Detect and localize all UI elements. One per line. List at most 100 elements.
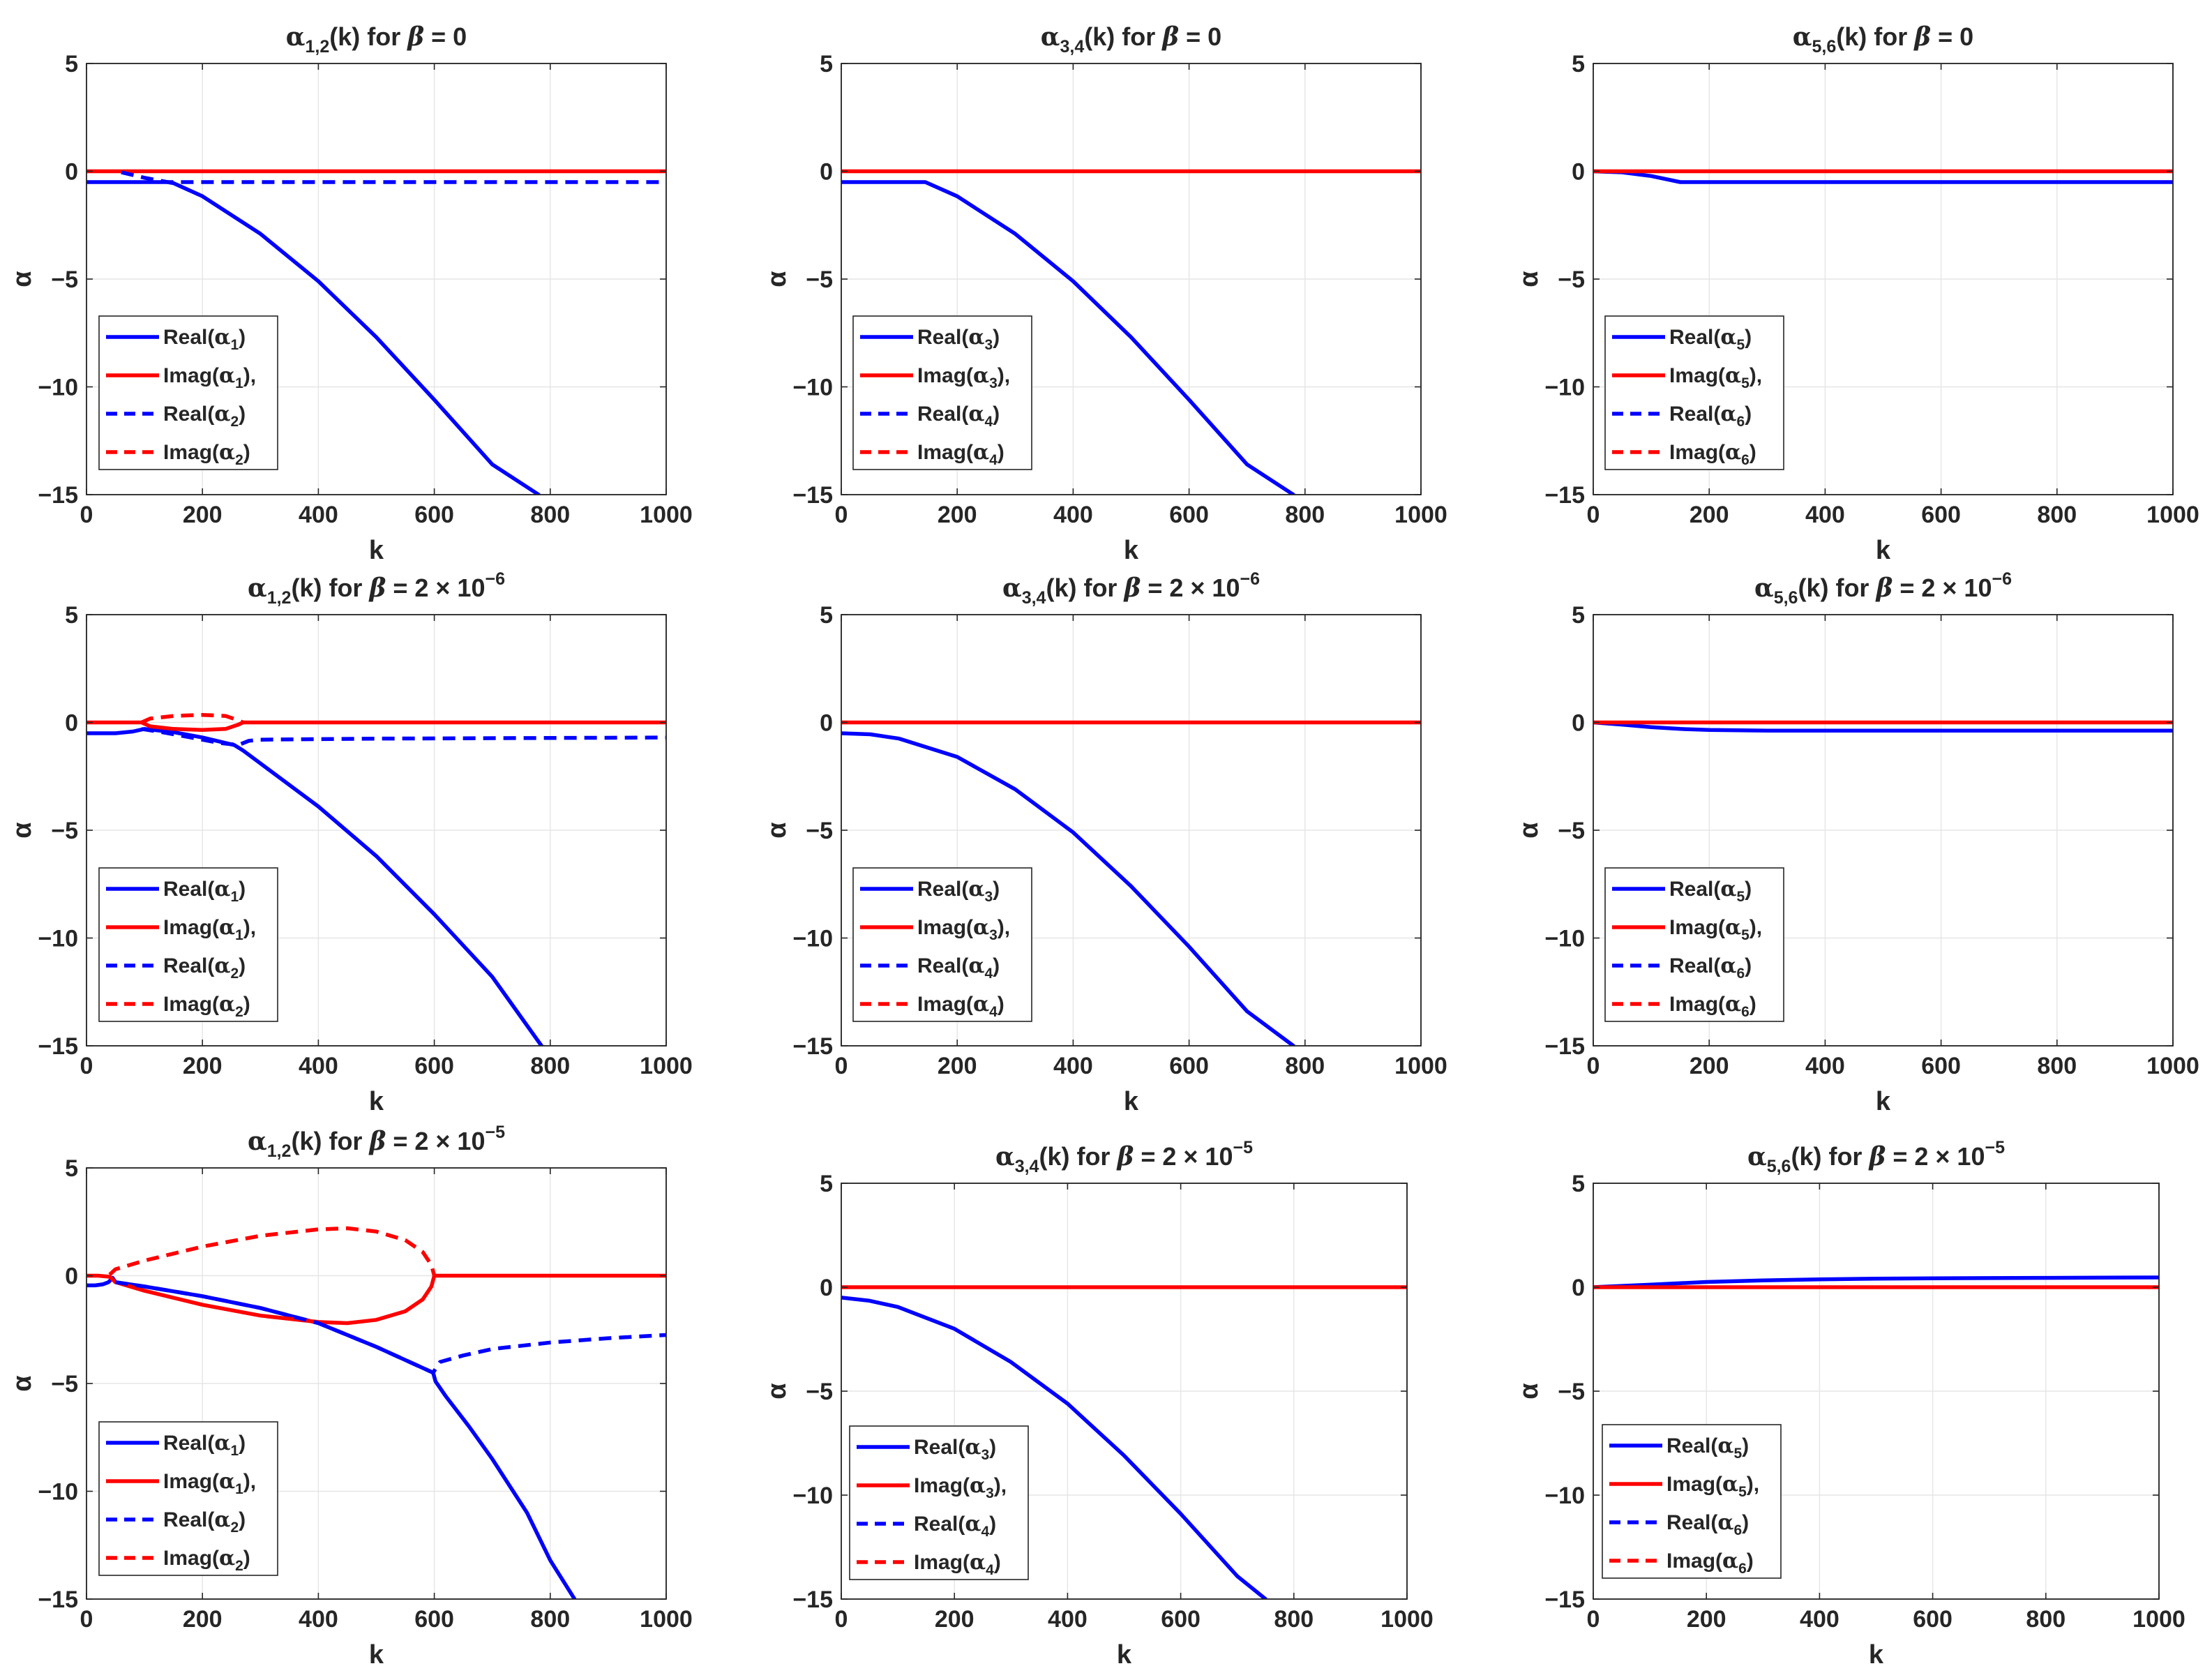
x-tick-label: 400 xyxy=(299,502,338,528)
title-subscript: 5,6 xyxy=(1812,37,1836,57)
series-line-5-real xyxy=(1593,720,2173,733)
legend-entry-subscript: 6 xyxy=(1736,414,1745,430)
x-tick-label: 0 xyxy=(835,1606,848,1633)
series-line-5-real xyxy=(1593,1275,2159,1289)
legend-entry-greek: α xyxy=(1720,402,1736,426)
series-group xyxy=(1593,1275,2159,1289)
legend-entry-suffix: ) xyxy=(243,441,250,464)
y-tick-label: 5 xyxy=(1572,51,1585,77)
legend-entry-prefix: Imag( xyxy=(914,1551,970,1574)
y-tick-label: 0 xyxy=(65,1263,78,1290)
series-group xyxy=(86,169,666,495)
series-line-1-real xyxy=(86,727,544,1046)
legend-entry-suffix: ) xyxy=(1742,1511,1749,1534)
legend-entry-suffix: ) xyxy=(1742,1434,1749,1457)
title-exponent: −5 xyxy=(485,1123,505,1142)
y-tick-label: −5 xyxy=(51,818,78,844)
legend-entry-subscript: 3 xyxy=(984,337,993,353)
legend-entry-prefix: Imag( xyxy=(917,993,973,1016)
legend-entry-subscript: 1 xyxy=(230,1443,239,1459)
legend-entry-greek: α xyxy=(1722,1472,1738,1497)
y-tick-label: 5 xyxy=(820,51,833,77)
title-value: = 0 xyxy=(424,22,467,51)
legend-entry-subscript: 3 xyxy=(984,889,993,905)
series-line-2-real xyxy=(115,1280,666,1375)
legend-entry-greek: α xyxy=(1725,992,1741,1017)
y-tick-label: 5 xyxy=(820,602,833,629)
x-tick-label: 0 xyxy=(1587,502,1600,528)
legend-entry-prefix: Real( xyxy=(914,1436,965,1459)
title-parameter: β xyxy=(368,1127,386,1156)
series-line-3-real xyxy=(841,1296,1268,1599)
y-axis-label: α xyxy=(8,271,37,287)
legend-entry-suffix: ), xyxy=(1750,916,1762,939)
x-axis-label: k xyxy=(1124,536,1139,565)
legend-entry: Imag(α2) xyxy=(163,440,250,468)
legend-entry: Real(α3) xyxy=(917,877,1000,905)
legend-entry-greek: α xyxy=(973,915,989,940)
y-tick-label: −10 xyxy=(792,926,833,952)
x-axis-label: k xyxy=(1869,1640,1884,1670)
legend-entry: Real(α3) xyxy=(917,325,1000,353)
title-main: (k) for xyxy=(291,1127,369,1155)
legend-entry-greek: α xyxy=(1720,325,1736,350)
title-value: = 0 xyxy=(1931,22,1973,51)
series-group xyxy=(1593,720,2173,733)
legend-entry-prefix: Imag( xyxy=(163,1547,219,1570)
legend-entry-subscript: 4 xyxy=(986,1562,994,1578)
title-main: (k) for xyxy=(1084,22,1162,51)
legend-entry: Real(α5) xyxy=(1666,1434,1749,1462)
x-tick-label: 400 xyxy=(299,1606,338,1633)
legend-entry-suffix: ) xyxy=(1747,1550,1754,1573)
x-axis-label: k xyxy=(369,1087,384,1116)
title-greek: α xyxy=(1793,22,1812,52)
title-parameter: β xyxy=(1122,573,1141,603)
x-tick-label: 0 xyxy=(1587,1606,1600,1633)
legend-entry-greek: α xyxy=(1722,1549,1738,1573)
legend-entry-greek: α xyxy=(219,915,235,940)
title-main: (k) for xyxy=(1798,573,1876,602)
x-tick-label: 1000 xyxy=(640,1606,693,1633)
legend-box xyxy=(98,1421,278,1576)
x-axis-label: k xyxy=(1117,1640,1132,1670)
legend-entry-prefix: Real( xyxy=(917,326,968,349)
y-tick-label: −15 xyxy=(1544,1033,1585,1060)
y-tick-label: 5 xyxy=(820,1171,833,1197)
legend-entry-subscript: 6 xyxy=(1738,1561,1747,1577)
x-tick-label: 0 xyxy=(80,1053,93,1079)
legend-entry-subscript: 2 xyxy=(230,414,239,430)
y-tick-label: −5 xyxy=(806,818,833,844)
legend-box xyxy=(1604,867,1784,1022)
title-subscript: 1,2 xyxy=(267,588,292,608)
series-line-2-real xyxy=(121,170,666,184)
legend-entry-greek: α xyxy=(973,992,989,1017)
legend-entry: Real(α3) xyxy=(914,1435,996,1463)
series-line-2-imag xyxy=(108,1226,437,1277)
title-main: (k) for xyxy=(1791,1142,1869,1171)
y-axis-label: α xyxy=(1514,822,1544,838)
x-axis-label: k xyxy=(369,536,384,565)
legend-entry-greek: α xyxy=(214,402,230,426)
legend-entry-subscript: 2 xyxy=(230,966,239,982)
title-exponent: −5 xyxy=(1233,1138,1253,1157)
x-tick-label: 0 xyxy=(80,1606,93,1633)
x-tick-label: 800 xyxy=(2037,502,2077,528)
x-tick-label: 200 xyxy=(1690,1053,1729,1079)
legend-entry-prefix: Real( xyxy=(1669,403,1720,426)
legend-entry-prefix: Imag( xyxy=(1666,1473,1722,1496)
series-group xyxy=(841,720,1421,1046)
y-tick-label: −10 xyxy=(792,375,833,401)
y-tick-label: −15 xyxy=(1544,482,1585,509)
legend-entry-greek: α xyxy=(214,1508,230,1532)
legend-box xyxy=(849,1425,1029,1580)
title-subscript: 5,6 xyxy=(1774,588,1798,608)
y-tick-label: −10 xyxy=(38,1479,78,1506)
legend-entry-greek: α xyxy=(214,1431,230,1455)
y-tick-label: 0 xyxy=(820,710,833,737)
legend-entry-greek: α xyxy=(968,325,984,350)
legend-entry-prefix: Imag( xyxy=(917,364,973,387)
legend-entry: Real(α1) xyxy=(163,877,246,905)
y-axis-label: α xyxy=(762,271,792,287)
